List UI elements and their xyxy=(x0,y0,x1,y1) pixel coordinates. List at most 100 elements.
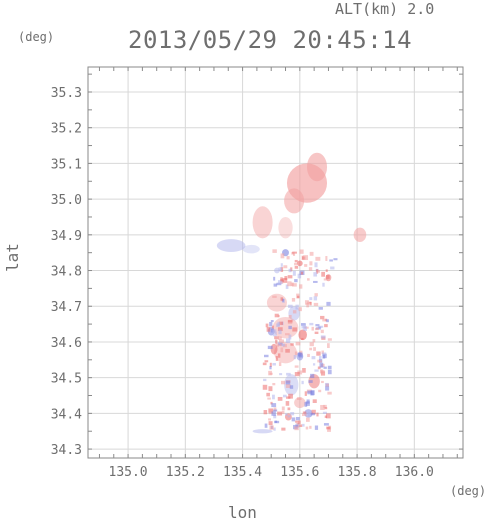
datetime-title: 2013/05/29 20:45:14 xyxy=(128,26,413,54)
echo-speckle xyxy=(294,279,298,283)
echo-speckle xyxy=(287,281,292,287)
echo-speckle xyxy=(263,378,267,382)
echo-speckle xyxy=(272,362,276,366)
echo-speckle xyxy=(323,278,329,281)
echo-speckle xyxy=(271,403,277,408)
echo-speckle xyxy=(262,362,267,366)
echo-speckle xyxy=(280,347,284,353)
echo-speckle xyxy=(274,336,279,340)
echo-speckle xyxy=(318,307,323,310)
echo-patch xyxy=(278,216,293,239)
echo-speckle xyxy=(292,251,296,256)
echo-speckle xyxy=(268,386,273,392)
echo-speckle xyxy=(324,318,328,322)
y-tick-label: 35.0 xyxy=(51,193,82,208)
echo-speckle xyxy=(301,380,304,385)
echo-speckle xyxy=(314,262,318,268)
echo-speckle xyxy=(312,339,316,343)
echo-speckle xyxy=(302,423,305,427)
echo-speckle xyxy=(285,384,291,388)
y-tick-label: 34.6 xyxy=(51,336,82,351)
echo-speckle xyxy=(324,407,328,410)
echo-speckle xyxy=(278,336,282,340)
echo-speckle xyxy=(326,426,330,430)
x-axis-label: lon xyxy=(228,503,257,522)
echo-speckle xyxy=(277,396,283,401)
echo-speckle xyxy=(285,284,289,289)
echo-speckle xyxy=(278,267,282,272)
echo-speckle xyxy=(276,282,282,286)
echo-speckle xyxy=(285,380,291,385)
echo-speckle xyxy=(297,295,300,299)
echo-speckle xyxy=(271,325,274,329)
echo-speckle xyxy=(315,324,320,327)
echo-patch xyxy=(216,239,246,252)
y-tick-label: 34.8 xyxy=(51,265,82,280)
echo-speckle xyxy=(273,283,278,287)
echo-speckle xyxy=(305,417,310,422)
echo-speckle xyxy=(325,413,331,419)
y-tick-label: 35.1 xyxy=(51,157,82,172)
echo-speckle xyxy=(329,259,333,262)
echo-speckle xyxy=(322,282,325,287)
echo-speckle xyxy=(296,397,302,400)
echo-speckle xyxy=(292,327,298,332)
echo-speckle xyxy=(325,269,328,272)
echo-patch xyxy=(274,267,280,274)
echo-speckle xyxy=(292,310,297,314)
echo-speckle xyxy=(302,411,307,414)
echo-speckle xyxy=(322,354,326,359)
echo-speckle xyxy=(308,267,313,271)
echo-speckle xyxy=(269,425,274,430)
y-tick-label: 35.3 xyxy=(51,86,82,101)
altitude-label: ALT(km) 2.0 xyxy=(335,0,435,18)
x-tick-label: 136.0 xyxy=(395,465,434,480)
echo-speckle xyxy=(269,321,273,327)
echo-speckle xyxy=(324,415,327,418)
echo-speckle xyxy=(277,327,283,332)
echo-speckle xyxy=(281,343,286,347)
y-tick-label: 34.9 xyxy=(51,229,82,244)
echo-speckle xyxy=(288,334,292,340)
echo-speckle xyxy=(262,384,268,390)
echo-speckle xyxy=(320,404,325,410)
echo-patch xyxy=(252,206,273,239)
echo-speckle xyxy=(312,363,316,366)
echo-speckle xyxy=(277,280,283,284)
echo-speckle xyxy=(309,261,313,266)
echo-speckle xyxy=(327,365,332,370)
echo-speckle xyxy=(272,331,277,337)
echo-speckle xyxy=(330,266,335,270)
echo-speckle xyxy=(320,371,326,376)
echo-speckle xyxy=(327,426,331,432)
echo-speckle xyxy=(323,404,327,409)
echo-speckle xyxy=(280,263,283,267)
echo-speckle xyxy=(326,319,329,323)
echo-speckle xyxy=(291,297,296,302)
echo-speckle xyxy=(321,352,327,356)
echo-patch xyxy=(252,429,273,434)
echo-patch xyxy=(242,244,260,254)
echo-speckle xyxy=(314,331,319,335)
echo-speckle xyxy=(310,373,315,378)
echo-speckle xyxy=(309,251,314,256)
echo-speckle xyxy=(305,426,309,430)
echo-speckle xyxy=(320,335,326,339)
echo-speckle xyxy=(278,329,282,335)
echo-speckle xyxy=(285,401,290,406)
radar-echoes xyxy=(216,152,367,434)
echo-speckle xyxy=(294,372,300,377)
y-tick-label: 34.4 xyxy=(51,407,82,422)
echo-speckle xyxy=(323,366,327,369)
echo-speckle xyxy=(294,426,299,431)
echo-speckle xyxy=(276,343,279,347)
echo-speckle xyxy=(285,338,291,344)
echo-speckle xyxy=(288,325,292,330)
echo-speckle xyxy=(308,411,312,417)
echo-speckle xyxy=(272,249,277,253)
echo-speckle xyxy=(280,277,283,282)
grid-lines xyxy=(88,67,463,458)
echo-speckle xyxy=(326,301,331,306)
echo-speckle xyxy=(287,319,293,323)
